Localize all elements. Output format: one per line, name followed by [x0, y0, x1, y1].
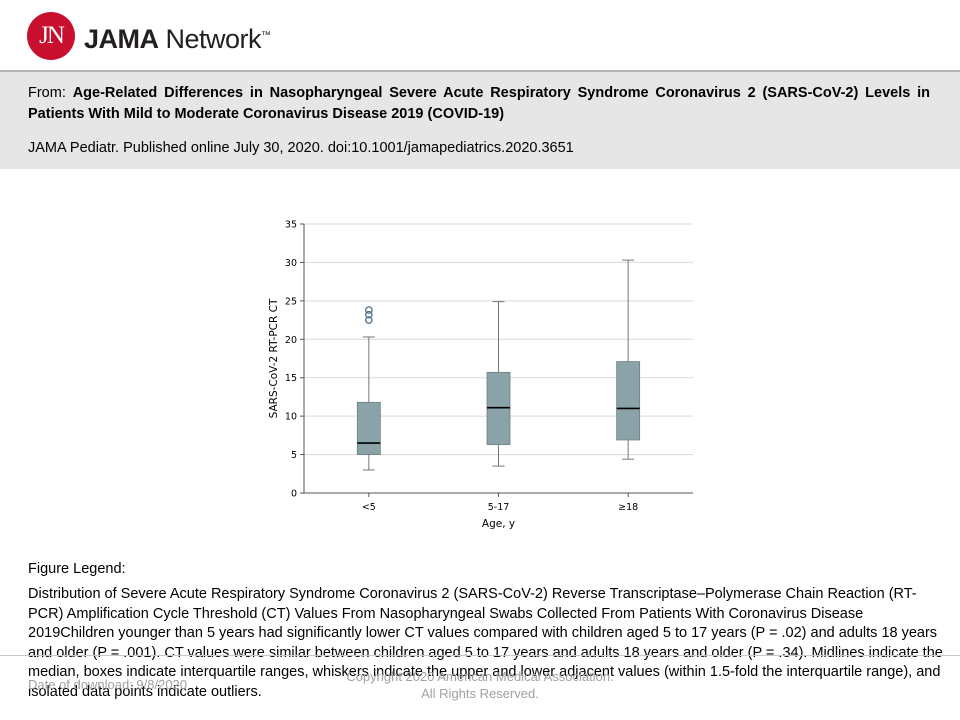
- article-title-line: From: Age-Related Differences in Nasopha…: [28, 83, 930, 125]
- logo-brand: JAMA: [84, 24, 159, 54]
- footer-divider: [0, 655, 960, 656]
- iqr-box-0: [356, 401, 381, 455]
- figure-legend-title: Figure Legend:: [28, 561, 126, 577]
- logo-trademark: ™: [261, 30, 271, 41]
- article-citation: JAMA Pediatr. Published online July 30, …: [28, 140, 574, 156]
- from-prefix: From:: [28, 85, 73, 101]
- x-tick-label-1: 5-17: [488, 502, 510, 513]
- jama-network-logo-icon: JN: [27, 12, 75, 60]
- y-tick-label-3: 15: [285, 373, 297, 384]
- outlier-point-0-1: [364, 310, 373, 319]
- article-info-band: From: Age-Related Differences in Nasopha…: [0, 70, 960, 169]
- iqr-box-2: [616, 361, 641, 441]
- y-tick-label-2: 10: [285, 412, 297, 423]
- y-tick-label-4: 20: [285, 335, 297, 346]
- logo-suffix: Network: [158, 24, 262, 54]
- y-tick-label-6: 30: [285, 258, 297, 269]
- header: JN JAMA Network™: [0, 0, 960, 72]
- figure-legend-body: Distribution of Severe Acute Respiratory…: [28, 586, 943, 700]
- rights-text: All Rights Reserved.: [421, 686, 539, 701]
- box-plot-chart: 0 5 10 15 20 25 30 35 <5 5-17 ≥18 Age, y SARS-CoV-2 …: [268, 220, 693, 530]
- x-axis-title: Age, y: [482, 518, 515, 530]
- article-title: Age-Related Differences in Nasopharyngea…: [28, 85, 931, 122]
- copyright-text: Copyright 2020 American Medical Associat…: [346, 669, 614, 684]
- outlier-point-0-2: [364, 306, 373, 314]
- y-axis-title: SARS-CoV-2 RT-PCR CT: [268, 298, 280, 418]
- x-tick-label-0: <5: [362, 502, 376, 513]
- jama-network-wordmark: JAMA Network™: [84, 20, 271, 55]
- copyright-notice: Copyright 2020 American Medical Associat…: [300, 668, 660, 702]
- outlier-point-0-0: [364, 316, 373, 324]
- x-tick-label-2: ≥18: [618, 502, 638, 513]
- y-tick-label-7: 35: [285, 220, 297, 231]
- y-tick-label-0: 0: [291, 489, 297, 500]
- chart-area: 0 5 10 15 20 25 30 35 <5 5-17 ≥18 Age, y SARS-CoV-2 …: [0, 167, 960, 547]
- y-tick-label-1: 5: [291, 450, 297, 461]
- download-date: Date of download: 9/8/2020: [28, 677, 188, 692]
- y-tick-label-5: 25: [285, 296, 297, 307]
